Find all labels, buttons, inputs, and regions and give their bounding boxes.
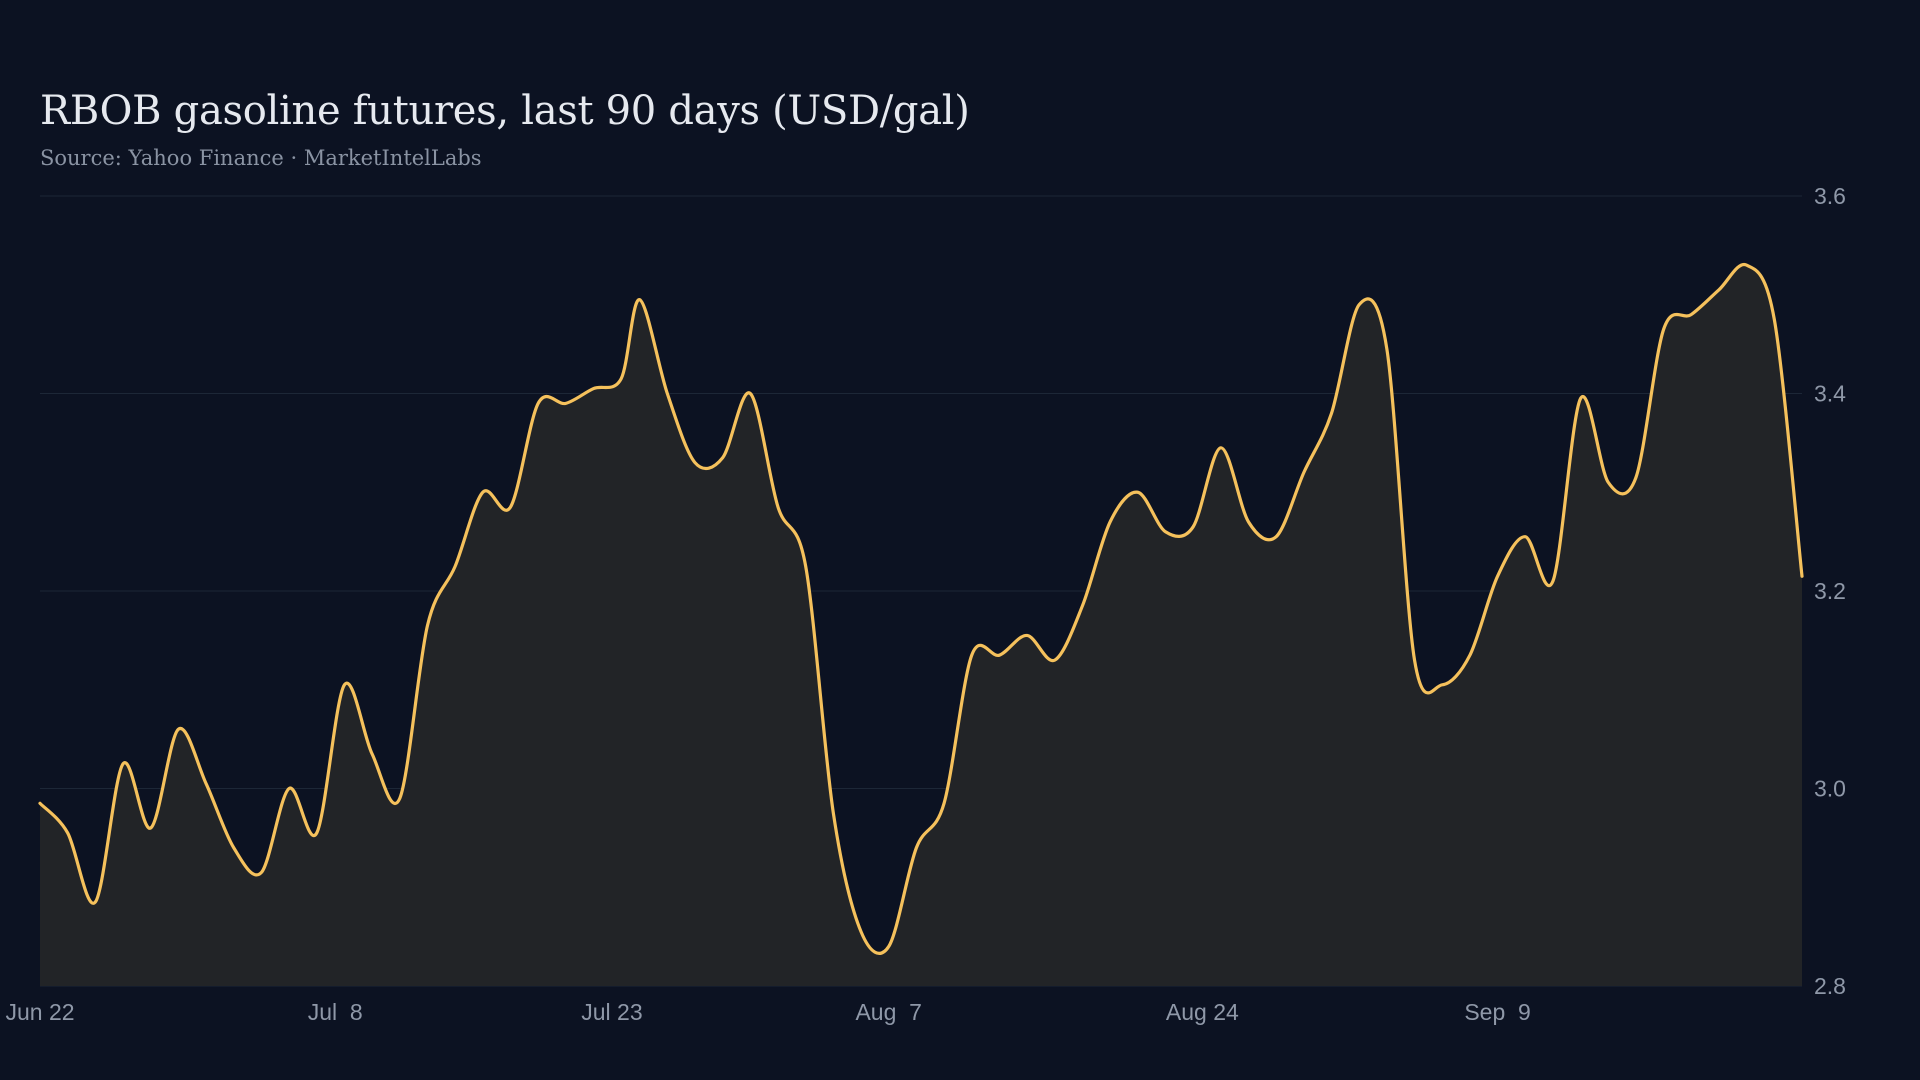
x-tick-label: Jul 8 xyxy=(308,999,363,1025)
y-tick-label: 3.6 xyxy=(1814,183,1846,209)
x-tick-label: Aug 24 xyxy=(1166,999,1239,1025)
y-tick-label: 3.4 xyxy=(1814,381,1846,407)
series-area xyxy=(40,264,1802,986)
x-tick-label: Jul 23 xyxy=(581,999,642,1025)
x-tick-label: Jun 22 xyxy=(5,999,74,1025)
series-line xyxy=(38,262,1804,955)
x-tick-label: Aug 7 xyxy=(855,999,922,1025)
chart-subtitle: Source: Yahoo Finance · MarketIntelLabs xyxy=(40,146,482,170)
y-tick-label: 3.2 xyxy=(1814,578,1846,604)
x-tick-label: Sep 9 xyxy=(1464,999,1531,1025)
y-tick-label: 3.0 xyxy=(1814,776,1846,802)
y-tick-label: 2.8 xyxy=(1814,973,1846,999)
chart-title: RBOB gasoline futures, last 90 days (USD… xyxy=(40,88,970,134)
